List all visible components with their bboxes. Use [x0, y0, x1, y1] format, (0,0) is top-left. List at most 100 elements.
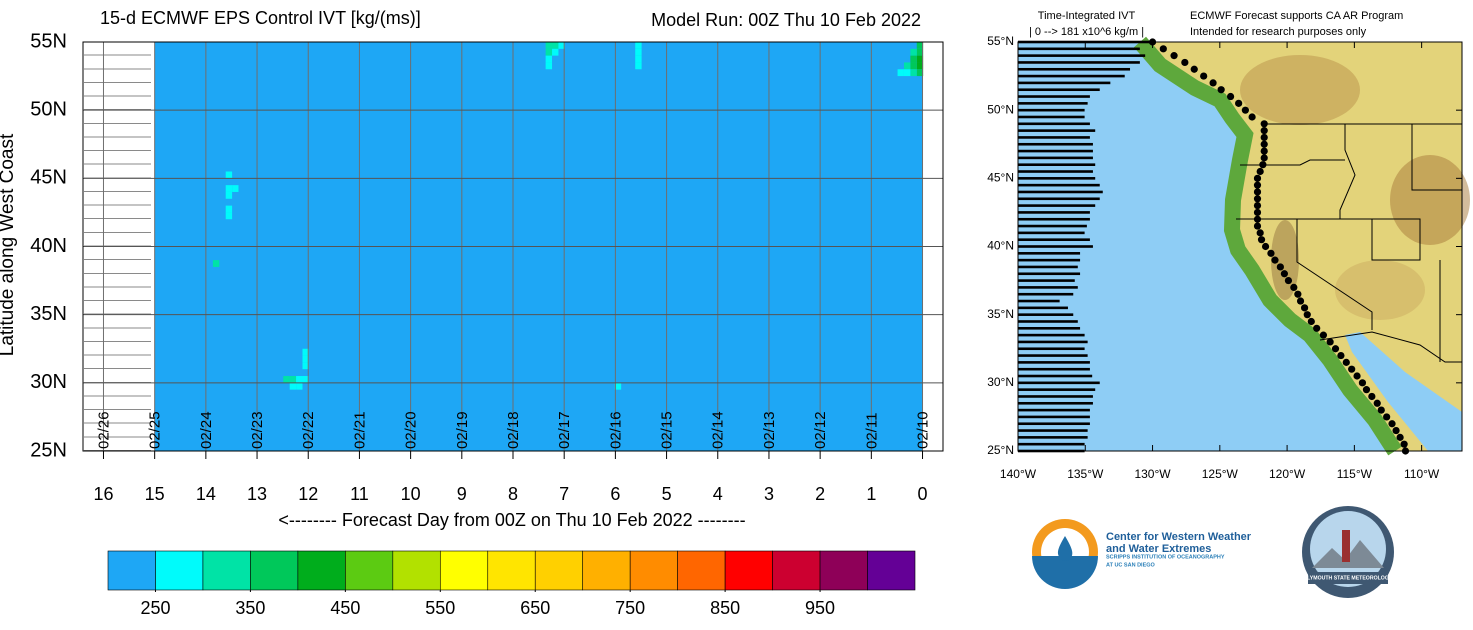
ivt-cell	[903, 62, 911, 70]
ivt-cell	[916, 62, 924, 70]
colorbar-box	[534, 550, 584, 591]
plymouth-logo	[1302, 506, 1394, 598]
ivt-bar	[1018, 197, 1100, 201]
ivt-bar	[1018, 258, 1081, 262]
x-tick-label: 15	[145, 484, 165, 504]
x-tick-label: 4	[713, 484, 723, 504]
ivt-cell	[225, 191, 233, 199]
ivt-cell	[289, 376, 297, 383]
coast-point	[1383, 413, 1391, 421]
colorbar-label: 650	[520, 598, 550, 618]
coast-point	[1260, 140, 1268, 148]
coast-point	[1284, 276, 1293, 285]
note: Intended for research purposes only	[1190, 26, 1367, 38]
x-tick-label: 1	[866, 484, 876, 504]
chart-title: 15-d ECMWF EPS Control IVT [kg/(ms)]	[100, 8, 421, 28]
date-label: 02/25	[147, 411, 164, 449]
coast-point	[1253, 215, 1262, 223]
x-tick-label: 7	[559, 484, 569, 504]
coast-point	[1271, 256, 1279, 264]
terrain	[1390, 155, 1470, 245]
ivt-bar	[1018, 265, 1078, 269]
border	[1339, 124, 1356, 219]
border	[1240, 159, 1345, 166]
coast-point	[1307, 317, 1315, 326]
colorbar-box	[629, 550, 678, 591]
x-tick-label: 0	[918, 484, 928, 504]
coast-point	[1259, 161, 1267, 169]
coast-point	[1260, 120, 1268, 128]
coast-point	[1257, 236, 1266, 244]
ivt-bar	[1018, 170, 1093, 173]
date-label: 02/15	[659, 411, 676, 449]
y-tick-label: 50°N	[987, 102, 1014, 116]
ivt-bar	[1018, 374, 1093, 378]
x-tick-label: 6	[610, 484, 620, 504]
ivt-bar	[1018, 224, 1087, 228]
ivt-bar	[1018, 245, 1093, 248]
x-tick-label: 14	[196, 484, 216, 504]
borders	[1236, 123, 1462, 363]
x-tick-label: 16	[93, 484, 113, 504]
coast-point	[1256, 167, 1264, 176]
logo-text: AT UC SAN DIEGO	[1106, 562, 1156, 568]
ivt-cell	[212, 260, 220, 267]
x-tick-label: 135°W	[1067, 467, 1104, 481]
ivt-bar	[1018, 211, 1090, 214]
ivt-bar	[1018, 320, 1078, 323]
coast-point	[1217, 86, 1225, 94]
chart-subtitle: Model Run: 00Z Thu 10 Feb 2022	[651, 10, 921, 30]
coast-point	[1353, 372, 1361, 380]
ivt-cell	[635, 55, 642, 63]
coast-point	[1256, 229, 1264, 237]
coast-point	[1253, 202, 1262, 210]
border	[1411, 124, 1462, 191]
coast-point	[1253, 181, 1262, 189]
x-tick-label: 125°W	[1202, 467, 1239, 481]
coast-point	[1260, 127, 1268, 135]
coast-point	[1342, 358, 1350, 366]
colorbar-label: 550	[425, 598, 455, 618]
date-label: 02/12	[812, 411, 829, 449]
ivt-bar	[1018, 286, 1078, 289]
y-tick-label: 55°N	[987, 34, 1014, 48]
coast-point	[1368, 392, 1376, 401]
colorbar-box	[487, 550, 536, 591]
y-tick-label: 50N	[30, 98, 67, 120]
ivt-bar	[1018, 156, 1093, 160]
colorbar-box	[345, 550, 394, 591]
y-tick-label: 25N	[30, 439, 67, 461]
ivt-bar	[1018, 81, 1111, 85]
coast-point	[1267, 249, 1275, 257]
x-tick-label: 13	[247, 484, 267, 504]
coast-point	[1300, 304, 1309, 312]
ivt-bar	[1018, 149, 1093, 153]
x-tick-label: 5	[662, 484, 672, 504]
badge-mountain	[1312, 540, 1384, 568]
ivt-cell	[545, 42, 553, 49]
y-axis-label: Latitude along West Coast	[0, 133, 18, 356]
ivt-bar	[1018, 238, 1090, 241]
coastal-lowland	[1133, 36, 1402, 456]
logo-text: Center for Western Weather	[1106, 531, 1252, 543]
ivt-cell	[545, 62, 553, 70]
coast-point	[1181, 58, 1189, 67]
colorbar-box	[772, 550, 821, 591]
date-label: 02/23	[249, 411, 266, 449]
coast-point	[1337, 351, 1345, 360]
colorbar-box	[582, 550, 631, 591]
ivt-cell	[910, 48, 917, 56]
ivt-cell	[302, 348, 309, 356]
ivt-bar	[1018, 183, 1100, 187]
colorbar-label: 750	[615, 598, 645, 618]
ivt-cell	[289, 382, 297, 390]
border	[1296, 219, 1373, 330]
y-tick-label: 25°N	[987, 443, 1014, 457]
ivt-bar	[1018, 415, 1090, 419]
ivt-bar	[1018, 354, 1088, 357]
ivt-cell	[897, 69, 904, 77]
colorbar-box	[202, 550, 251, 591]
coast-point	[1260, 133, 1268, 142]
ivt-cell	[552, 48, 559, 56]
